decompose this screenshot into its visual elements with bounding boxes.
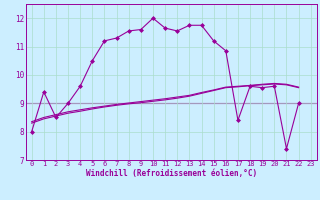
X-axis label: Windchill (Refroidissement éolien,°C): Windchill (Refroidissement éolien,°C) — [86, 169, 257, 178]
